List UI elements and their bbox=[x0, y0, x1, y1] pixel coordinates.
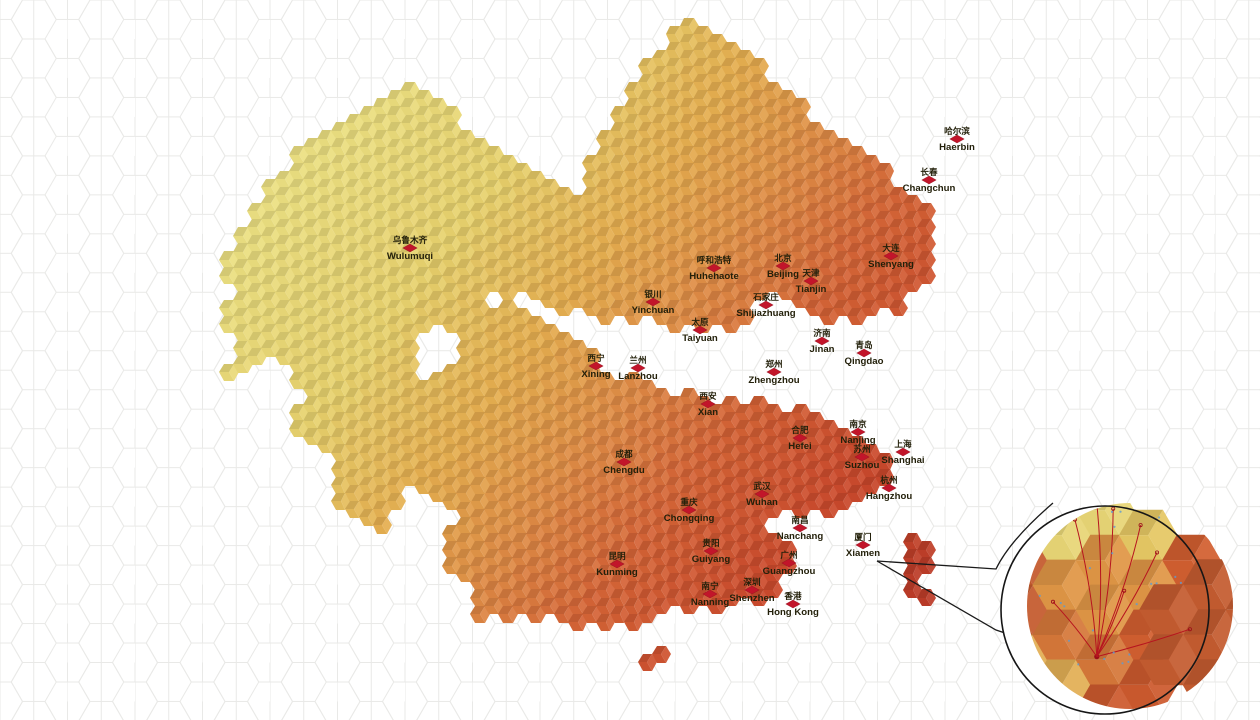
svg-text:Shenyang: Shenyang bbox=[868, 259, 914, 270]
svg-text:济南: 济南 bbox=[813, 327, 831, 338]
svg-text:石家庄: 石家庄 bbox=[752, 291, 779, 302]
svg-text:昆明: 昆明 bbox=[608, 551, 626, 561]
svg-text:Xining: Xining bbox=[581, 369, 610, 380]
svg-text:上海: 上海 bbox=[894, 438, 912, 449]
svg-text:兰州: 兰州 bbox=[629, 354, 646, 365]
svg-text:Suzhou: Suzhou bbox=[845, 460, 880, 471]
svg-text:Tianjin: Tianjin bbox=[796, 284, 827, 295]
svg-text:Chongqing: Chongqing bbox=[664, 513, 715, 524]
svg-text:南宁: 南宁 bbox=[701, 580, 719, 591]
svg-text:深圳: 深圳 bbox=[743, 576, 761, 587]
svg-text:Wuhan: Wuhan bbox=[746, 497, 778, 508]
svg-text:苏州: 苏州 bbox=[853, 443, 870, 454]
svg-text:Huhehaote: Huhehaote bbox=[689, 271, 739, 282]
svg-text:大连: 大连 bbox=[882, 242, 900, 253]
svg-text:Kunming: Kunming bbox=[596, 567, 638, 578]
svg-text:Zhengzhou: Zhengzhou bbox=[748, 375, 799, 386]
svg-text:Lanzhou: Lanzhou bbox=[618, 371, 658, 382]
svg-text:Shenzhen: Shenzhen bbox=[729, 593, 774, 604]
svg-text:呼和浩特: 呼和浩特 bbox=[697, 254, 732, 265]
svg-text:南京: 南京 bbox=[849, 418, 867, 429]
svg-text:广州: 广州 bbox=[780, 549, 797, 560]
svg-text:Guangzhou: Guangzhou bbox=[763, 566, 816, 577]
svg-text:西安: 西安 bbox=[699, 390, 717, 401]
svg-text:Guiyang: Guiyang bbox=[692, 554, 731, 565]
svg-text:Nanchang: Nanchang bbox=[777, 531, 824, 542]
svg-text:Changchun: Changchun bbox=[903, 183, 956, 194]
svg-text:厦门: 厦门 bbox=[854, 531, 872, 542]
svg-text:Xiamen: Xiamen bbox=[846, 548, 880, 559]
svg-text:Xian: Xian bbox=[698, 407, 718, 418]
svg-text:香港: 香港 bbox=[783, 590, 802, 601]
svg-text:武汉: 武汉 bbox=[753, 480, 771, 491]
svg-text:Nanning: Nanning bbox=[691, 597, 730, 608]
svg-text:Beijing: Beijing bbox=[767, 269, 799, 280]
svg-text:Hong Kong: Hong Kong bbox=[767, 607, 819, 618]
svg-text:南昌: 南昌 bbox=[791, 514, 808, 525]
svg-text:Qingdao: Qingdao bbox=[845, 356, 884, 367]
svg-text:乌鲁木齐: 乌鲁木齐 bbox=[393, 234, 428, 245]
svg-text:Chengdu: Chengdu bbox=[603, 465, 645, 476]
svg-text:Jinan: Jinan bbox=[809, 344, 834, 355]
svg-text:银川: 银川 bbox=[644, 288, 661, 299]
svg-text:Yinchuan: Yinchuan bbox=[632, 305, 675, 316]
svg-text:Wulumuqi: Wulumuqi bbox=[387, 251, 433, 262]
svg-text:青岛: 青岛 bbox=[855, 339, 873, 350]
svg-text:西宁: 西宁 bbox=[587, 352, 605, 363]
svg-text:Haerbin: Haerbin bbox=[939, 142, 975, 153]
svg-text:北京: 北京 bbox=[774, 252, 792, 263]
svg-text:Taiyuan: Taiyuan bbox=[682, 333, 718, 344]
svg-text:成都: 成都 bbox=[615, 448, 633, 459]
svg-text:哈尔滨: 哈尔滨 bbox=[944, 125, 970, 136]
svg-text:长春: 长春 bbox=[920, 166, 938, 177]
svg-text:Shanghai: Shanghai bbox=[881, 455, 924, 466]
svg-text:郑州: 郑州 bbox=[765, 358, 782, 369]
svg-text:重庆: 重庆 bbox=[680, 496, 698, 507]
svg-text:杭州: 杭州 bbox=[880, 474, 897, 485]
svg-text:Hefei: Hefei bbox=[788, 441, 811, 452]
svg-text:天津: 天津 bbox=[802, 267, 820, 278]
svg-text:太原: 太原 bbox=[691, 316, 709, 327]
svg-text:合肥: 合肥 bbox=[791, 424, 809, 435]
svg-text:Shijiazhuang: Shijiazhuang bbox=[736, 308, 795, 319]
svg-text:贵阳: 贵阳 bbox=[702, 537, 719, 548]
svg-text:Hangzhou: Hangzhou bbox=[866, 491, 913, 502]
